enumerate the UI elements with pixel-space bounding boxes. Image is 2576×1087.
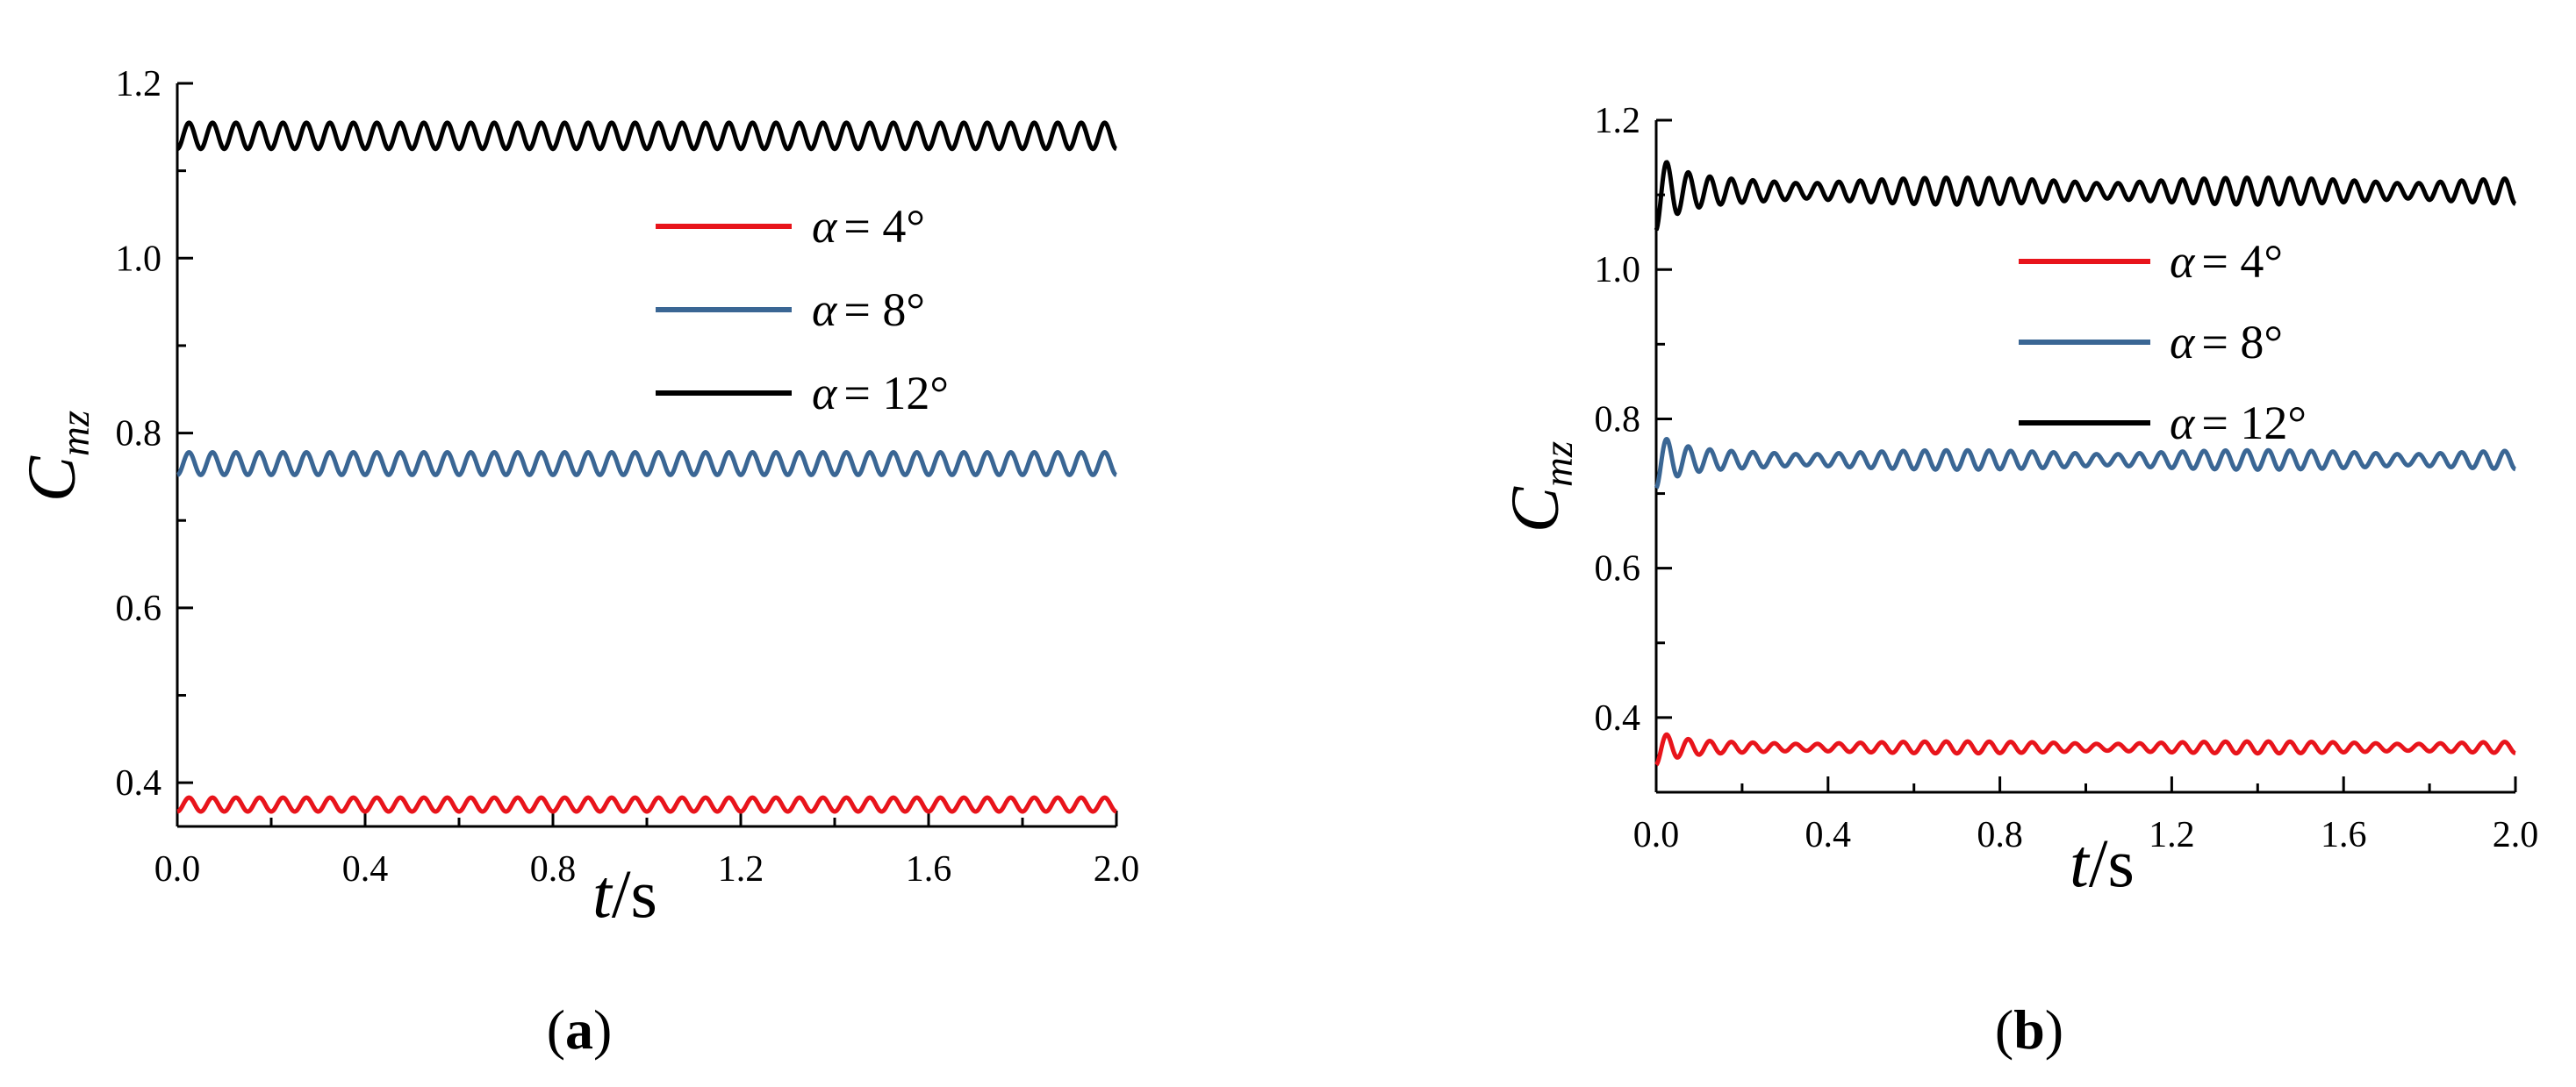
x-tick-label: 1.2 bbox=[718, 849, 764, 890]
series-line-1 bbox=[176, 795, 1118, 814]
y-tick-label: 0.6 bbox=[116, 589, 162, 629]
series-line-2 bbox=[176, 450, 1118, 477]
legend-entry-label: α = 8° bbox=[812, 283, 925, 336]
x-tick-label: 1.6 bbox=[2321, 815, 2367, 855]
series-line-2 bbox=[1654, 436, 2517, 490]
legend-entry-label: α = 8° bbox=[2170, 316, 2283, 368]
y-tick-label: 1.2 bbox=[116, 64, 162, 104]
x-tick-label: 0.4 bbox=[1805, 815, 1852, 855]
y-tick-label: 1.0 bbox=[1595, 250, 1641, 290]
panel-label: (b) bbox=[1995, 998, 2063, 1061]
x-tick-label: 1.6 bbox=[906, 849, 952, 890]
series-line-3 bbox=[176, 120, 1118, 152]
y-axis-title: Cmz bbox=[13, 411, 98, 502]
y-tick-label: 0.8 bbox=[116, 414, 162, 454]
series-line-3 bbox=[1654, 160, 2517, 232]
legend-entry-label: α = 4° bbox=[2170, 235, 2283, 288]
x-tick-label: 0.8 bbox=[1977, 815, 2023, 855]
y-axis-title: Cmz bbox=[1496, 441, 1582, 533]
chart-panel-b: 0.0 0.4 0.8 1.2 1.6 2.0 0.4 0.6 0.8 1.0 1.2 Cmz t/s α… bbox=[1496, 101, 2538, 1061]
panel-label: (a) bbox=[547, 998, 613, 1061]
y-tick-label: 0.4 bbox=[1595, 698, 1641, 739]
x-tick-label: 2.0 bbox=[2493, 815, 2539, 855]
y-tick-label: 1.2 bbox=[1595, 101, 1641, 141]
x-tick-label: 2.0 bbox=[1094, 849, 1140, 890]
x-axis-title: t/s bbox=[592, 855, 657, 932]
y-tick-label: 1.0 bbox=[116, 239, 162, 279]
x-tick-label: 0.8 bbox=[530, 849, 577, 890]
legend-entry-label: α = 4° bbox=[812, 200, 925, 253]
y-tick-label: 0.4 bbox=[116, 763, 162, 804]
legend-entry-label: α = 12° bbox=[2170, 397, 2307, 449]
series-line-1 bbox=[1654, 732, 2517, 767]
chart-panel-a: 0.0 0.4 0.8 1.2 1.6 2.0 0.4 0.6 0.8 1.0 1.2 Cmz t/s α… bbox=[13, 64, 1139, 1061]
x-axis-title: t/s bbox=[2070, 825, 2135, 901]
x-tick-label: 0.0 bbox=[154, 849, 201, 890]
x-tick-label: 1.2 bbox=[2149, 815, 2195, 855]
x-tick-label: 0.0 bbox=[1633, 815, 1680, 855]
y-tick-label: 0.6 bbox=[1595, 549, 1641, 590]
x-tick-label: 0.4 bbox=[342, 849, 389, 890]
y-tick-label: 0.8 bbox=[1595, 399, 1641, 440]
legend-entry-label: α = 12° bbox=[812, 367, 949, 419]
